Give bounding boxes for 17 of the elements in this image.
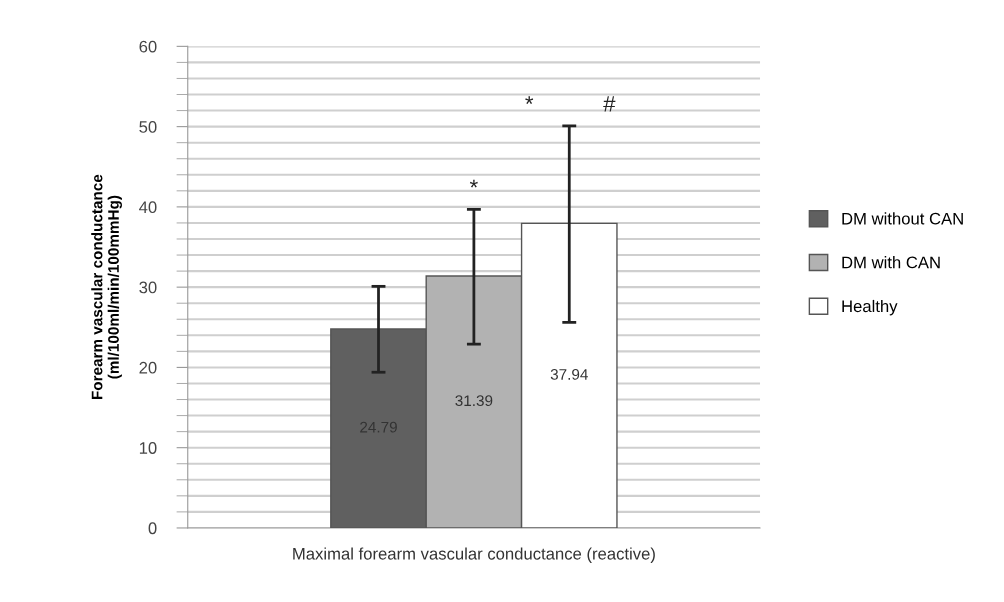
y-tick-label: 60 [139, 40, 157, 53]
y-axis-title: Forearm vascular conductance (ml/100ml/min/100mmHg) [91, 174, 122, 400]
legend-label: DM with CAN [842, 256, 940, 269]
x-tick-label: Maximal forearm vascular conductance (reactive) [293, 547, 655, 563]
y-tick-label: 50 [139, 121, 157, 133]
legend-label: Healthy [842, 299, 898, 316]
y-tick-label: 20 [139, 361, 157, 374]
data-label: 37.94 [550, 368, 588, 380]
data-label: 31.39 [455, 395, 493, 407]
y-tick-label: 0 [148, 522, 157, 535]
y-tick-label: 10 [139, 442, 157, 454]
annotation: * [525, 96, 534, 105]
y-tick-label: 40 [139, 201, 157, 214]
y-tick-label: 30 [139, 281, 157, 294]
annotation: # [603, 96, 616, 112]
legend-label: DM without CAN [842, 212, 963, 225]
annotation: * [469, 179, 478, 188]
